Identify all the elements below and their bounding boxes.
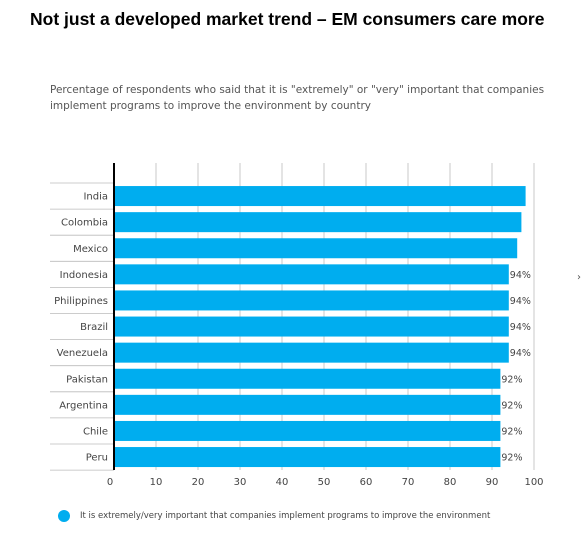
data-label: 92% [501, 453, 522, 464]
chart-title: Not just a developed market trend – EM c… [30, 9, 545, 29]
category-label: Pakistan [66, 374, 108, 385]
x-tick-label: 30 [234, 477, 247, 488]
chevron-right-icon: › [577, 272, 581, 283]
data-label: 92% [501, 400, 522, 411]
category-label: India [83, 192, 108, 203]
category-label: Brazil [80, 322, 108, 333]
x-tick-label: 100 [524, 477, 543, 488]
x-tick-label: 40 [276, 477, 289, 488]
bar [114, 290, 509, 311]
category-label: Philippines [54, 296, 108, 307]
bar [114, 447, 501, 468]
category-label: Indonesia [60, 270, 108, 281]
bar [114, 316, 509, 337]
x-tick-label: 0 [107, 477, 113, 488]
x-tick-label: 90 [486, 477, 499, 488]
data-label: 92% [501, 374, 522, 385]
x-tick-label: 80 [444, 477, 457, 488]
legend-label: It is extremely/very important that comp… [80, 511, 491, 521]
x-tick-label: 20 [192, 477, 205, 488]
x-tick-label: 50 [318, 477, 331, 488]
bar [114, 394, 501, 415]
data-label: 94% [510, 322, 531, 333]
data-label: 94% [510, 296, 531, 307]
bar [114, 342, 509, 363]
data-label: 94% [510, 348, 531, 359]
category-label: Mexico [73, 244, 108, 255]
legend-marker [58, 510, 70, 522]
category-label: Venezuela [57, 348, 108, 359]
bar [114, 238, 518, 259]
legend: It is extremely/very important that comp… [58, 510, 490, 522]
bar [114, 264, 509, 285]
bar [114, 420, 501, 441]
x-tick-label: 60 [360, 477, 373, 488]
chart-subtitle: Percentage of respondents who said that … [50, 84, 545, 112]
category-label: Chile [83, 426, 108, 437]
bar [114, 186, 526, 207]
x-tick-label: 70 [402, 477, 415, 488]
category-label: Argentina [59, 400, 108, 411]
x-tick-label: 10 [150, 477, 163, 488]
category-label: Peru [86, 453, 108, 464]
bar [114, 212, 522, 233]
bar [114, 368, 501, 389]
data-label: 92% [501, 426, 522, 437]
data-label: 94% [510, 270, 531, 281]
category-label: Colombia [61, 218, 108, 229]
